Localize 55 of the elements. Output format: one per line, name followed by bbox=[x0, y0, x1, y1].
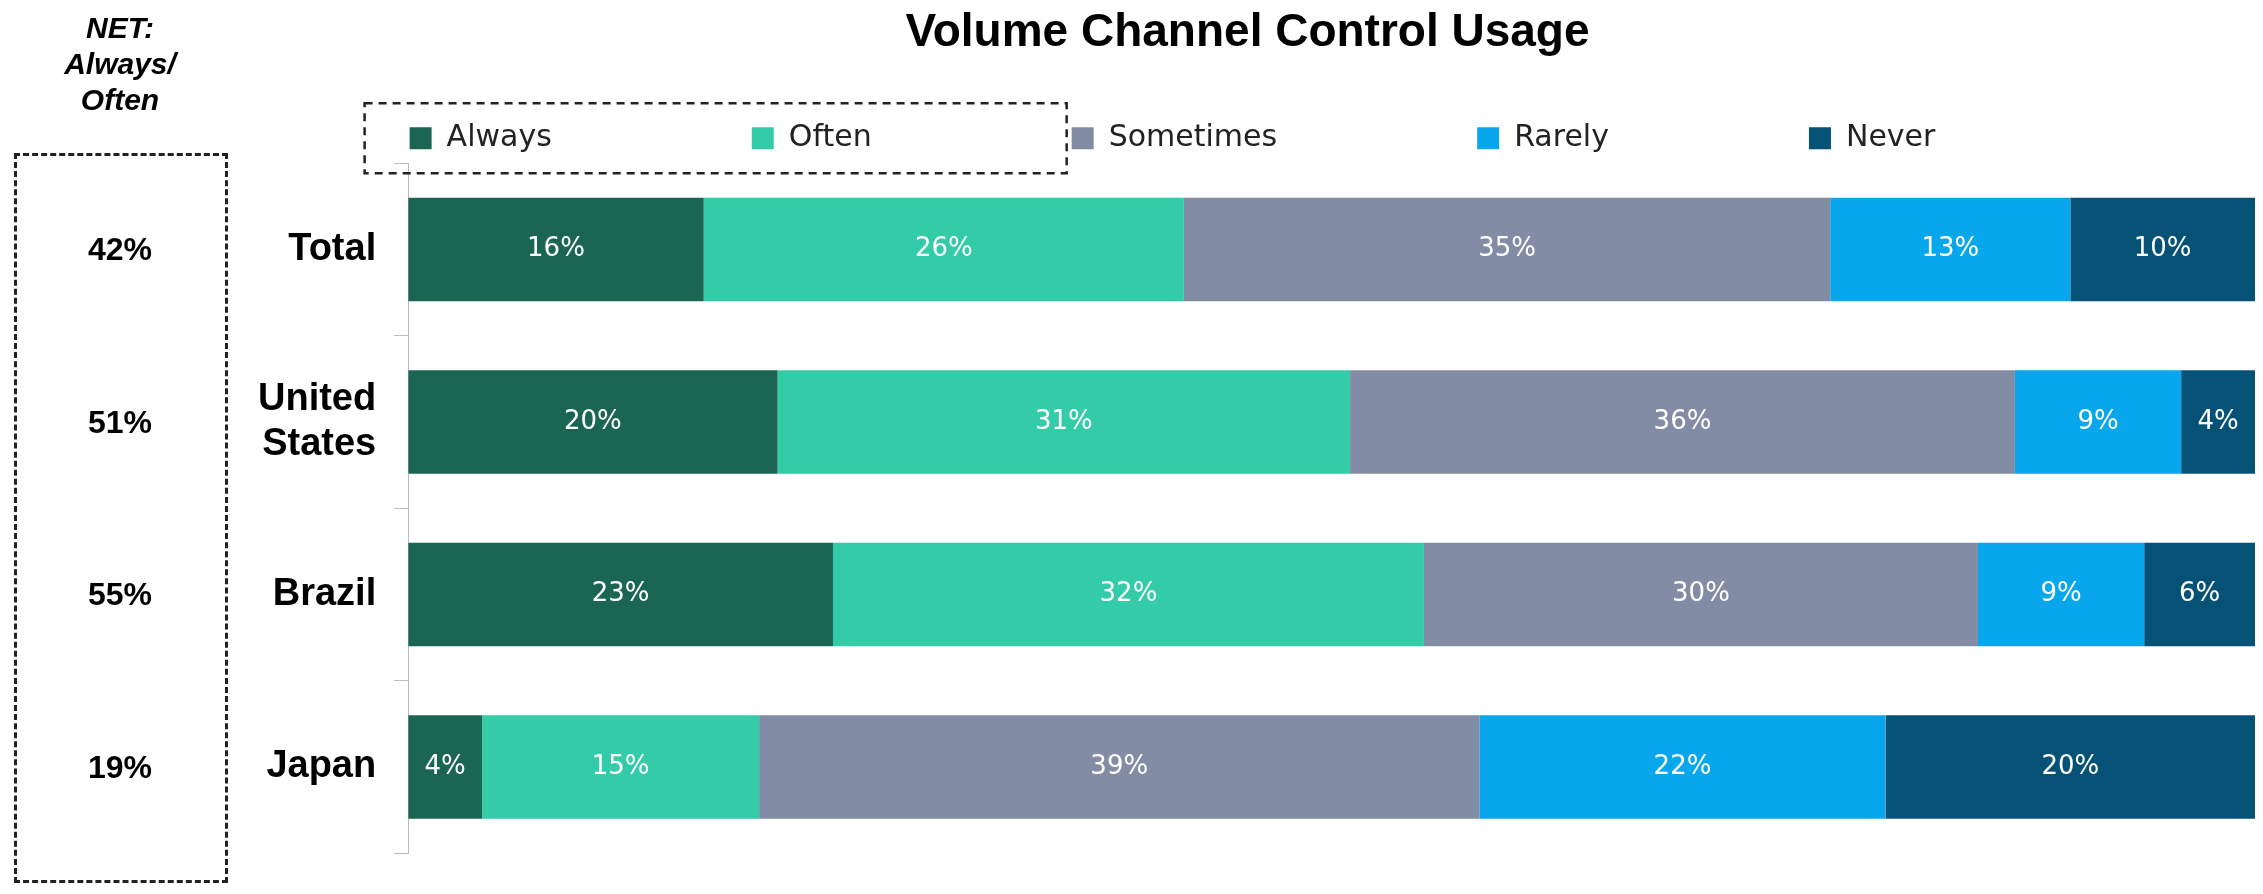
data-label: 22% bbox=[1653, 749, 1712, 780]
text: NET: Always/ Often bbox=[63, 10, 180, 118]
bar bbox=[1977, 542, 2145, 647]
bar bbox=[2070, 197, 2255, 302]
bar bbox=[759, 715, 1480, 819]
chart-title: Volume Channel Control Usage bbox=[905, 4, 1590, 57]
y-tick-label: Total bbox=[288, 225, 377, 268]
data-label: 4% bbox=[424, 749, 466, 780]
data-label: 10% bbox=[2133, 232, 2192, 263]
data-label: 20% bbox=[563, 404, 622, 435]
bar bbox=[2181, 370, 2255, 474]
text: 51% bbox=[86, 403, 153, 441]
bar bbox=[1885, 715, 2255, 819]
y-tick-label: Japan bbox=[266, 743, 377, 786]
bar bbox=[1350, 370, 2015, 474]
data-label: 31% bbox=[1034, 404, 1093, 435]
data-label: 16% bbox=[527, 232, 585, 263]
data-label: 35% bbox=[1478, 232, 1536, 263]
data-label: 15% bbox=[591, 749, 650, 780]
bar bbox=[1479, 715, 1886, 819]
bar bbox=[408, 370, 778, 474]
data-label: 9% bbox=[2077, 404, 2119, 435]
bar bbox=[777, 370, 1351, 474]
y-tick-label: Brazil bbox=[272, 570, 377, 613]
data-label: 20% bbox=[2041, 749, 2100, 780]
legend-label: Sometimes bbox=[1108, 118, 1428, 153]
data-label: 23% bbox=[591, 577, 650, 608]
data-label: 13% bbox=[1921, 232, 1980, 263]
data-label: 30% bbox=[1672, 577, 1730, 608]
bar bbox=[1830, 197, 2071, 302]
text: 55% bbox=[86, 575, 153, 613]
bar bbox=[2014, 370, 2182, 474]
bar bbox=[1423, 542, 1978, 647]
data-label: 26% bbox=[914, 232, 973, 263]
bar bbox=[703, 197, 1184, 302]
legend-label: Often bbox=[788, 118, 1022, 153]
y-tick-label: United States bbox=[257, 375, 377, 464]
bar bbox=[408, 542, 833, 647]
legend-label: Always bbox=[446, 118, 702, 153]
data-label: 6% bbox=[2178, 577, 2221, 608]
bar bbox=[408, 715, 483, 819]
data-label: 39% bbox=[1090, 749, 1149, 780]
bar bbox=[408, 197, 704, 302]
data-label: 9% bbox=[2040, 577, 2082, 608]
bar bbox=[1183, 197, 1831, 302]
bar bbox=[482, 715, 760, 819]
text: 42% bbox=[86, 230, 153, 268]
text: 19% bbox=[86, 748, 153, 786]
data-label: 4% bbox=[2197, 404, 2239, 435]
legend-label: Never bbox=[1845, 118, 2086, 153]
data-label: 32% bbox=[1099, 577, 1158, 608]
bar bbox=[2144, 542, 2255, 647]
bar bbox=[832, 542, 1424, 647]
data-label: 36% bbox=[1653, 404, 1712, 435]
legend-label: Rarely bbox=[1514, 118, 1759, 153]
